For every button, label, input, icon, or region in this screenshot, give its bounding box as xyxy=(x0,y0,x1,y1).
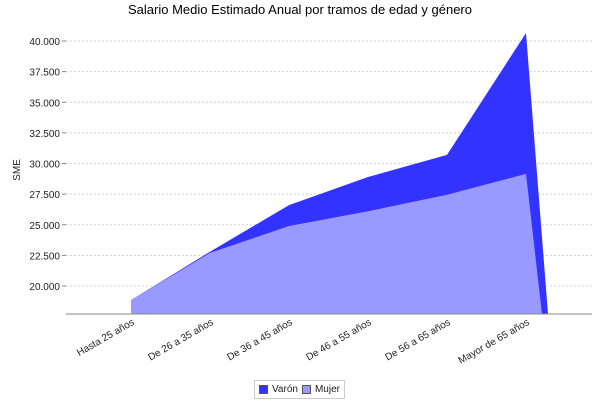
y-tick-label: 30.000 xyxy=(29,160,60,171)
x-tick-label: Mayor de 65 años xyxy=(457,317,532,367)
x-tick-label: Hasta 25 años xyxy=(75,317,136,359)
y-tick-label: 20.000 xyxy=(29,282,60,293)
legend-item-varon[interactable]: Varón xyxy=(259,384,298,395)
area-series-mujer[interactable] xyxy=(131,173,542,314)
x-tick-label: De 26 a 35 años xyxy=(146,317,215,363)
y-tick-label: 35.000 xyxy=(29,98,60,109)
y-tick-label: 22.500 xyxy=(29,251,60,262)
legend-label-mujer: Mujer xyxy=(314,384,340,395)
y-tick-label: 37.500 xyxy=(29,68,60,79)
legend-label-varon: Varón xyxy=(272,384,298,395)
x-tick-label: De 56 a 65 años xyxy=(383,317,452,363)
y-axis-label: SME xyxy=(12,159,23,181)
x-tick-label: De 46 a 55 años xyxy=(304,317,373,363)
legend: Varón Mujer xyxy=(254,380,345,399)
y-tick-label: 32.500 xyxy=(29,129,60,140)
y-tick-label: 25.000 xyxy=(29,221,60,232)
chart-title: Salario Medio Estimado Anual por tramos … xyxy=(128,2,472,17)
legend-swatch-varon xyxy=(259,385,268,394)
legend-swatch-mujer xyxy=(301,385,311,394)
legend-item-mujer[interactable]: Mujer xyxy=(301,384,340,395)
y-tick-label: 40.000 xyxy=(29,37,60,48)
y-tick-label: 27.500 xyxy=(29,190,60,201)
x-tick-label: De 36 a 45 años xyxy=(225,317,294,363)
